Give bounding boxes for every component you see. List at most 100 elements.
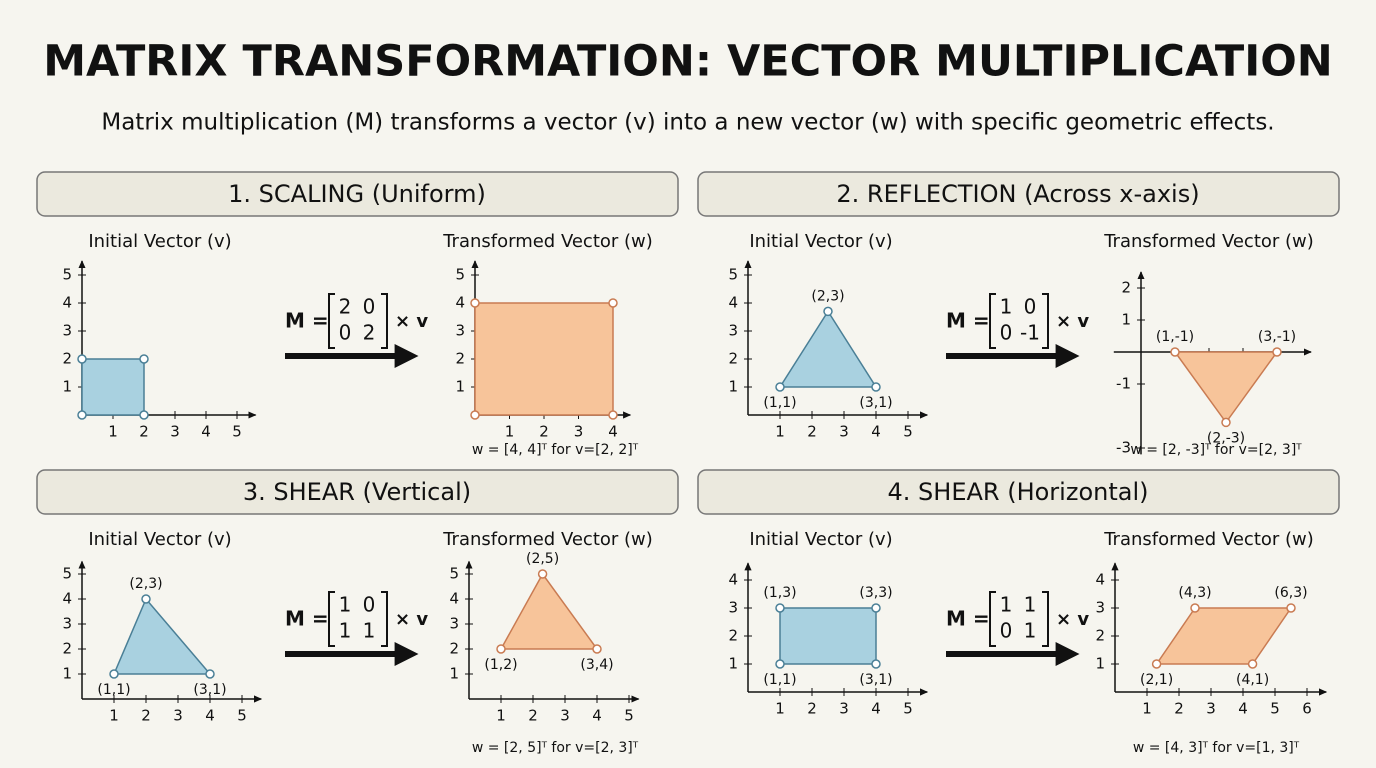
y-tick-label: 4	[1095, 571, 1105, 589]
x-tick-label: 3	[839, 423, 849, 441]
vertex	[537, 569, 548, 579]
vertex	[1170, 347, 1180, 357]
vertex	[139, 410, 149, 420]
y-tick-label: 2	[728, 350, 738, 368]
x-tick-label: 4	[205, 707, 215, 725]
matrix-entry: 0	[1024, 295, 1037, 319]
y-tick-label: 5	[62, 266, 72, 284]
matrix-entry: 1	[363, 619, 376, 643]
shape	[81, 358, 145, 416]
plot-label: Initial Vector (v)	[749, 529, 892, 550]
x-tick-label: 2	[807, 700, 817, 718]
bracket	[1042, 591, 1049, 647]
y-tick-label: 2	[62, 640, 72, 658]
x-tick-label: 2	[141, 707, 151, 725]
matrix-entry: -1	[1020, 321, 1040, 345]
vertex	[608, 410, 618, 420]
y-tick-label: 4	[455, 294, 465, 312]
x-tick-label: 3	[560, 707, 570, 725]
panel-title: 1. SCALING (Uniform)	[228, 180, 486, 208]
panels: 1. SCALING (Uniform)M =2 00 2 × vw = [4, 4]…	[36, 171, 1340, 756]
matrix-entry: 2	[339, 295, 352, 319]
panel-title: 4. SHEAR (Horizontal)	[888, 478, 1149, 506]
matrix-times: × v	[1056, 311, 1089, 332]
vertex	[608, 298, 618, 308]
x-tick-label: 1	[505, 423, 515, 441]
x-tick-label: 5	[1270, 700, 1280, 718]
vertex	[775, 382, 785, 392]
caption: w = [4, 4]ᵀ for v=[2, 2]ᵀ	[472, 442, 639, 458]
page-title: MATRIX TRANSFORMATION: VECTOR MULTIPLICA…	[43, 37, 1333, 87]
vertex-label: (3,3)	[859, 585, 892, 601]
panel-header	[36, 469, 679, 515]
plot-label: Transformed Vector (w)	[1103, 529, 1314, 550]
vertex	[1221, 417, 1231, 428]
shape	[779, 607, 877, 665]
y-tick-label: 1	[455, 378, 465, 396]
vertex-label: (1,1)	[763, 672, 796, 688]
vertex-label: (2,5)	[526, 551, 559, 567]
x-tick-label: 3	[170, 423, 180, 441]
matrix-entry: 1	[1024, 593, 1037, 617]
matrix-entry: 1	[1000, 295, 1013, 319]
y-tick-label: 4	[62, 590, 72, 608]
vertex-label: (1,1)	[97, 682, 130, 698]
vertex	[470, 298, 480, 308]
vertex	[77, 410, 87, 420]
y-tick-label: 3	[449, 615, 459, 633]
x-tick-label: 3	[173, 707, 183, 725]
matrix-entry: 0	[1000, 321, 1013, 345]
vertex	[77, 354, 87, 364]
x-tick-label: 4	[201, 423, 211, 441]
x-tick-label: 4	[592, 707, 602, 725]
y-tick-label: 2	[1095, 627, 1105, 645]
y-tick-label: 4	[728, 294, 738, 312]
x-tick-label: 1	[108, 423, 118, 441]
y-tick-label: 3	[62, 322, 72, 340]
x-tick-label: 2	[807, 423, 817, 441]
panel-header	[36, 171, 679, 217]
matrix-entry: 0	[1000, 619, 1013, 643]
vertex	[775, 603, 785, 613]
matrix-entry: 0	[363, 593, 376, 617]
caption: w = [2, -3]ᵀ for v=[2, 3]ᵀ	[1130, 442, 1302, 458]
vertex-label: (1,1)	[763, 395, 796, 411]
y-tick-label: 3	[728, 599, 738, 617]
matrix-label: M =	[285, 309, 329, 333]
vertex	[592, 644, 602, 654]
vertex	[871, 603, 881, 613]
y-tick-label: 2	[455, 350, 465, 368]
vertex-label: (6,3)	[1274, 585, 1307, 601]
x-tick-label: 5	[237, 707, 247, 725]
bracket	[328, 591, 335, 647]
x-tick-label: 3	[1206, 700, 1216, 718]
shape	[499, 572, 599, 650]
x-tick-label: 6	[1302, 700, 1312, 718]
page-subtitle: Matrix multiplication (M) transforms a v…	[101, 110, 1274, 136]
vertex	[1190, 603, 1200, 613]
y-tick-label: 3	[62, 615, 72, 633]
bracket	[989, 293, 996, 349]
plot-label: Transformed Vector (w)	[1103, 231, 1314, 252]
caption: w = [4, 3]ᵀ for v=[1, 3]ᵀ	[1133, 740, 1300, 756]
panel-title: 3. SHEAR (Vertical)	[243, 478, 471, 506]
panel-header	[697, 469, 1340, 515]
x-tick-label: 3	[839, 700, 849, 718]
bracket	[381, 591, 388, 647]
vertex	[1272, 347, 1282, 357]
y-tick-label: 5	[62, 565, 72, 583]
bracket	[381, 293, 388, 349]
x-tick-label: 2	[539, 423, 549, 441]
x-tick-label: 3	[574, 423, 584, 441]
x-tick-label: 1	[496, 707, 506, 725]
y-tick-label: 1	[728, 378, 738, 396]
plot-label: Initial Vector (v)	[749, 231, 892, 252]
x-tick-label: 1	[775, 423, 785, 441]
y-tick-label: 1	[1121, 311, 1131, 329]
bracket	[328, 293, 335, 349]
shape	[778, 310, 878, 388]
vertex	[109, 669, 119, 679]
x-tick-label: 5	[232, 423, 242, 441]
x-tick-label: 1	[775, 700, 785, 718]
y-tick-label: 2	[728, 627, 738, 645]
